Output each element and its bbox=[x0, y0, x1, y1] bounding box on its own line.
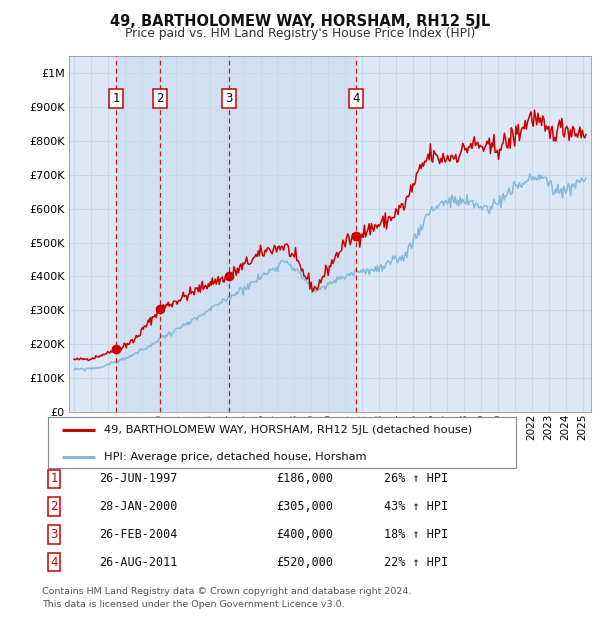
FancyBboxPatch shape bbox=[48, 417, 516, 468]
Text: 4: 4 bbox=[353, 92, 360, 105]
Text: 2: 2 bbox=[50, 500, 58, 513]
Text: 4: 4 bbox=[50, 556, 58, 569]
Text: 1: 1 bbox=[50, 472, 58, 485]
Text: 22% ↑ HPI: 22% ↑ HPI bbox=[384, 556, 448, 569]
Text: £400,000: £400,000 bbox=[276, 528, 333, 541]
Text: HPI: Average price, detached house, Horsham: HPI: Average price, detached house, Hors… bbox=[104, 452, 367, 462]
Text: 43% ↑ HPI: 43% ↑ HPI bbox=[384, 500, 448, 513]
Bar bbox=[229, 56, 356, 412]
Text: 26-AUG-2011: 26-AUG-2011 bbox=[99, 556, 178, 569]
Text: 3: 3 bbox=[226, 92, 233, 105]
Text: £520,000: £520,000 bbox=[276, 556, 333, 569]
Text: 26% ↑ HPI: 26% ↑ HPI bbox=[384, 472, 448, 485]
Text: 49, BARTHOLOMEW WAY, HORSHAM, RH12 5JL (detached house): 49, BARTHOLOMEW WAY, HORSHAM, RH12 5JL (… bbox=[104, 425, 472, 435]
Text: £186,000: £186,000 bbox=[276, 472, 333, 485]
Text: £305,000: £305,000 bbox=[276, 500, 333, 513]
Text: 28-JAN-2000: 28-JAN-2000 bbox=[99, 500, 178, 513]
Text: 2: 2 bbox=[157, 92, 164, 105]
Text: Contains HM Land Registry data © Crown copyright and database right 2024.: Contains HM Land Registry data © Crown c… bbox=[42, 587, 412, 596]
Text: 3: 3 bbox=[50, 528, 58, 541]
Bar bbox=[116, 56, 160, 412]
Text: 26-FEB-2004: 26-FEB-2004 bbox=[99, 528, 178, 541]
Text: 49, BARTHOLOMEW WAY, HORSHAM, RH12 5JL: 49, BARTHOLOMEW WAY, HORSHAM, RH12 5JL bbox=[110, 14, 490, 29]
Text: 1: 1 bbox=[113, 92, 120, 105]
Text: 26-JUN-1997: 26-JUN-1997 bbox=[99, 472, 178, 485]
Text: Price paid vs. HM Land Registry's House Price Index (HPI): Price paid vs. HM Land Registry's House … bbox=[125, 27, 475, 40]
Text: This data is licensed under the Open Government Licence v3.0.: This data is licensed under the Open Gov… bbox=[42, 600, 344, 609]
Text: 18% ↑ HPI: 18% ↑ HPI bbox=[384, 528, 448, 541]
Bar bbox=[160, 56, 229, 412]
